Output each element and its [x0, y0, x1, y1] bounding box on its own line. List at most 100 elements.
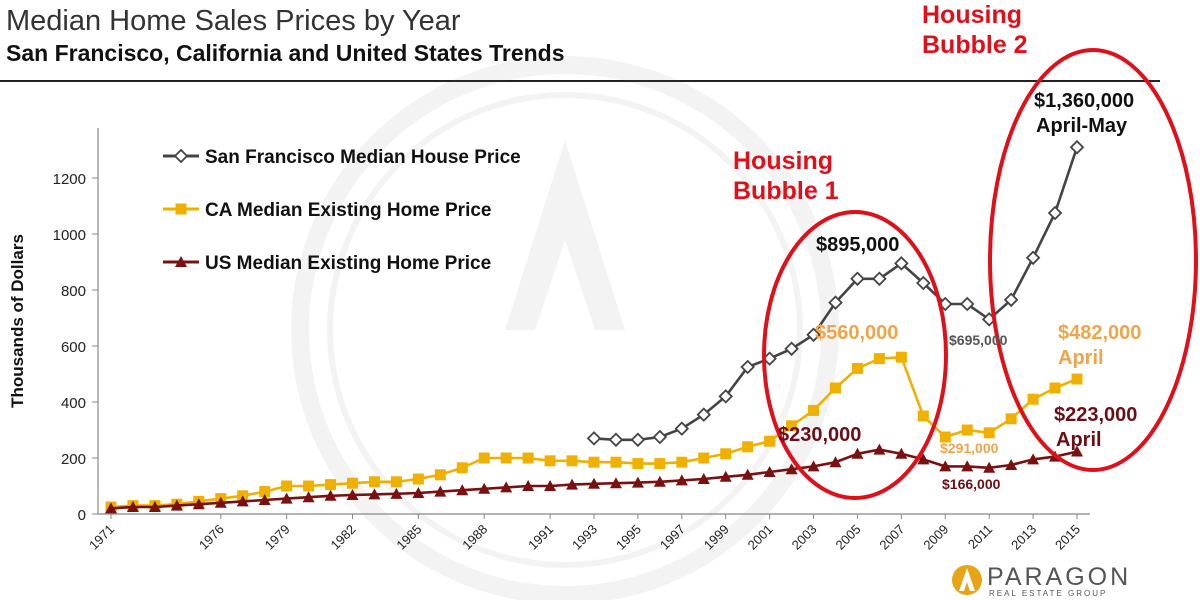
data-point: [566, 478, 579, 490]
data-point: [126, 501, 139, 512]
x-tick-label: 1993: [569, 522, 600, 553]
data-point: [1069, 139, 1085, 155]
data-point: [259, 486, 271, 498]
data-point: [653, 475, 666, 487]
data-point: [895, 447, 908, 459]
series-0: [586, 139, 1085, 448]
data-point: [631, 476, 644, 488]
data-point: [1047, 205, 1063, 221]
data-point: [718, 389, 734, 404]
data-point: [1025, 250, 1041, 266]
data-point: [828, 295, 843, 310]
series-lines: [105, 139, 1085, 514]
data-point: [894, 256, 909, 271]
data-point: [303, 480, 315, 492]
x-tick-label: 1971: [86, 522, 117, 553]
x-tick-label: 1982: [328, 522, 359, 553]
y-tick-label: 800: [61, 283, 86, 300]
data-point: [632, 458, 644, 470]
chart-subtitle: San Francisco, California and United Sta…: [6, 40, 565, 66]
y-tick-label: 0: [78, 507, 86, 524]
data-point: [676, 456, 688, 468]
x-tick-label: 2007: [876, 522, 907, 553]
data-point: [478, 452, 490, 464]
data-point: [939, 431, 951, 443]
annotation-sf-latest: $1,360,000: [1034, 90, 1135, 112]
watermark: [291, 56, 839, 600]
annotation-bubble-1: Housing Bubble 1: [733, 146, 839, 206]
data-point: [434, 469, 446, 481]
y-tick-label: 400: [61, 395, 86, 412]
data-point: [696, 407, 712, 422]
data-point: [609, 477, 622, 489]
data-point: [872, 271, 887, 287]
data-point: [741, 468, 754, 480]
data-point: [258, 494, 271, 505]
data-point: [434, 485, 447, 497]
data-point: [1049, 382, 1061, 394]
data-point: [654, 458, 666, 470]
x-tick-label: 2011: [965, 522, 995, 552]
annotation-ca-latest-period: April: [1058, 347, 1104, 369]
data-point: [784, 341, 799, 357]
data-point: [325, 479, 337, 491]
annotation-sf-latest-period: April-May: [1036, 115, 1128, 137]
data-point: [808, 404, 820, 416]
data-point: [192, 498, 205, 510]
data-point: [652, 429, 668, 445]
x-tick-label: 2015: [1052, 522, 1083, 553]
y-tick-label: 1200: [53, 171, 86, 188]
legend-label: CA Median Existing Home Price: [205, 200, 491, 221]
data-point: [1005, 413, 1017, 425]
data-point: [522, 480, 535, 491]
data-point: [324, 489, 337, 501]
data-point: [873, 443, 886, 455]
y-tick-label: 200: [61, 451, 86, 468]
x-tick-label: 1997: [657, 522, 688, 553]
x-tick-label: 2005: [833, 522, 864, 553]
data-point: [390, 487, 403, 499]
data-point: [280, 492, 293, 504]
data-point: [719, 470, 732, 482]
data-point: [983, 427, 995, 439]
bubble2-line2: Bubble 2: [922, 31, 1028, 59]
data-point: [917, 410, 929, 422]
data-point: [851, 362, 863, 374]
data-point: [1027, 453, 1040, 465]
annotation-us-low: $166,000: [942, 476, 1001, 492]
data-point: [175, 256, 187, 267]
data-point: [412, 473, 424, 485]
data-point: [588, 456, 600, 468]
annotation-sf-low: $695,000: [949, 332, 1008, 348]
data-point: [742, 441, 754, 453]
bubble2-circle: [988, 48, 1198, 472]
data-point: [544, 455, 556, 467]
x-tick-label: 1979: [262, 522, 293, 553]
data-point: [214, 496, 227, 508]
data-point: [175, 203, 187, 215]
data-point: [740, 359, 755, 375]
data-point: [148, 501, 161, 512]
data-point: [390, 476, 402, 488]
data-point: [697, 473, 710, 484]
data-point: [456, 462, 468, 474]
data-point: [850, 271, 865, 287]
data-point: [851, 447, 864, 459]
data-point: [698, 452, 710, 464]
data-point: [961, 424, 973, 436]
data-point: [478, 482, 491, 494]
bubble1-line2: Bubble 1: [733, 177, 839, 205]
data-point: [961, 460, 974, 472]
legend-label: US Median Existing Home Price: [205, 253, 491, 274]
data-point: [917, 453, 930, 465]
data-point: [412, 487, 425, 498]
data-point: [170, 499, 183, 511]
data-point: [368, 488, 381, 500]
x-tick-label: 1976: [196, 522, 227, 553]
data-point: [630, 432, 646, 448]
paragon-logo-icon: [952, 565, 982, 595]
y-axis-label: Thousands of Dollars: [8, 234, 27, 408]
annotation-us-peak: $230,000: [778, 424, 862, 446]
data-point: [983, 461, 996, 473]
data-point: [763, 466, 776, 477]
